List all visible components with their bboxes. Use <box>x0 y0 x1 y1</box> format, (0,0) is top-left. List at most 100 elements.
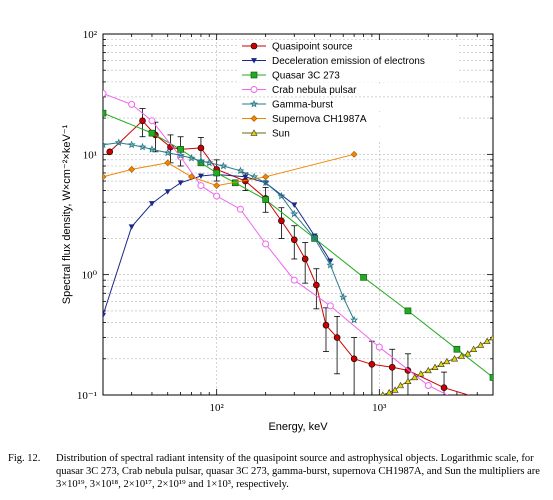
data-point <box>197 144 205 152</box>
x-tick-label: 10³ <box>372 402 387 414</box>
series-line-quasar-3c-273 <box>103 112 493 378</box>
chart-area: 10² 10³ 10⁻¹ 10⁰ 10¹ 10² Energy, keV Spectral f… <box>61 29 494 433</box>
data-point <box>385 388 393 395</box>
data-point <box>437 360 445 367</box>
data-point <box>250 172 259 181</box>
legend-bg <box>239 83 459 97</box>
data-point <box>213 169 220 177</box>
data-point <box>114 138 123 147</box>
y-tick-label: 10¹ <box>83 149 97 161</box>
data-point <box>475 394 480 395</box>
data-point <box>368 360 376 368</box>
y-axis-label: Spectral flux density, W×cm⁻²×keV⁻¹ <box>61 124 73 304</box>
data-point <box>148 117 156 125</box>
data-point <box>310 234 319 242</box>
data-point <box>103 109 107 117</box>
data-point <box>278 217 285 225</box>
legend-marker <box>250 129 258 136</box>
data-point <box>213 182 221 190</box>
data-point <box>242 174 249 180</box>
data-point <box>477 341 485 348</box>
y-tick-label: 10⁰ <box>82 270 98 282</box>
data-point <box>489 333 493 341</box>
data-point <box>277 191 286 200</box>
series-crab-nebula-pulsar <box>103 90 449 395</box>
data-point <box>177 180 184 186</box>
data-point <box>205 158 214 167</box>
axis-ticks <box>102 33 494 396</box>
data-point <box>187 153 196 162</box>
caption-label: Fig. 12. <box>8 453 41 464</box>
data-point <box>322 321 330 329</box>
legend-bg <box>239 40 459 53</box>
data-point <box>176 151 185 159</box>
data-point <box>262 196 269 203</box>
data-point <box>375 343 383 351</box>
legend-bg <box>239 112 459 126</box>
data-point <box>197 173 204 180</box>
data-point <box>290 236 298 244</box>
legend-bg <box>239 127 459 140</box>
data-point <box>128 100 136 108</box>
data-point <box>138 142 147 151</box>
data-point <box>424 381 432 389</box>
data-point <box>417 370 425 377</box>
data-point <box>128 224 135 230</box>
legend-label: Crab nebula pulsar <box>272 85 357 96</box>
data-point <box>483 337 491 344</box>
legend-marker <box>250 99 258 108</box>
series-sun <box>380 333 493 395</box>
legend-label: Supernova CH1987A <box>272 114 367 125</box>
data-point <box>103 312 106 319</box>
data-point <box>290 276 298 284</box>
x-axis-label: Energy, keV <box>268 421 328 433</box>
legend: Quasipoint source Deceleration emission o… <box>239 40 459 140</box>
legend-bg <box>239 54 459 68</box>
data-point <box>196 156 205 165</box>
legend-marker <box>251 58 257 64</box>
series-line-crab-nebula-pulsar <box>103 93 449 395</box>
data-point <box>103 90 107 98</box>
data-point <box>326 260 335 269</box>
data-point <box>219 161 228 170</box>
data-point <box>163 148 172 157</box>
legend-marker <box>250 42 258 50</box>
data-point <box>424 366 432 374</box>
data-point <box>464 350 472 357</box>
data-point <box>380 391 385 395</box>
data-point <box>489 374 493 381</box>
legend-label: Deceleration emission of electrons <box>272 56 425 67</box>
data-point <box>148 201 155 207</box>
data-point <box>443 357 451 365</box>
data-point <box>164 159 172 167</box>
legend-label: Sun <box>272 129 290 140</box>
data-point <box>106 148 114 156</box>
legend-marker <box>250 115 258 122</box>
data-point <box>411 373 419 381</box>
data-point <box>290 209 299 218</box>
data-point <box>440 384 448 391</box>
data-point <box>360 274 367 281</box>
data-point <box>431 363 439 370</box>
y-tick-label: 10⁻¹ <box>77 390 97 402</box>
data-point <box>339 293 348 301</box>
data-point <box>391 386 399 393</box>
legend-label: Gamma-burst <box>272 100 333 111</box>
data-point <box>313 281 320 289</box>
series-quasipoint-source <box>106 108 480 395</box>
data-point <box>350 315 359 324</box>
data-point <box>388 363 396 371</box>
x-tick-label: 10² <box>210 402 225 414</box>
data-point <box>236 205 244 213</box>
plot-region <box>103 90 493 395</box>
data-point <box>261 178 270 187</box>
series-line-deceleration-emission-of-electrons <box>103 173 331 316</box>
data-point <box>333 334 341 341</box>
data-point <box>291 202 298 208</box>
data-point <box>147 145 156 153</box>
data-point <box>397 381 405 389</box>
series-supernova-ch1987a <box>103 150 358 190</box>
data-point <box>128 165 136 173</box>
legend-bg <box>239 69 459 82</box>
data-point <box>262 240 270 248</box>
